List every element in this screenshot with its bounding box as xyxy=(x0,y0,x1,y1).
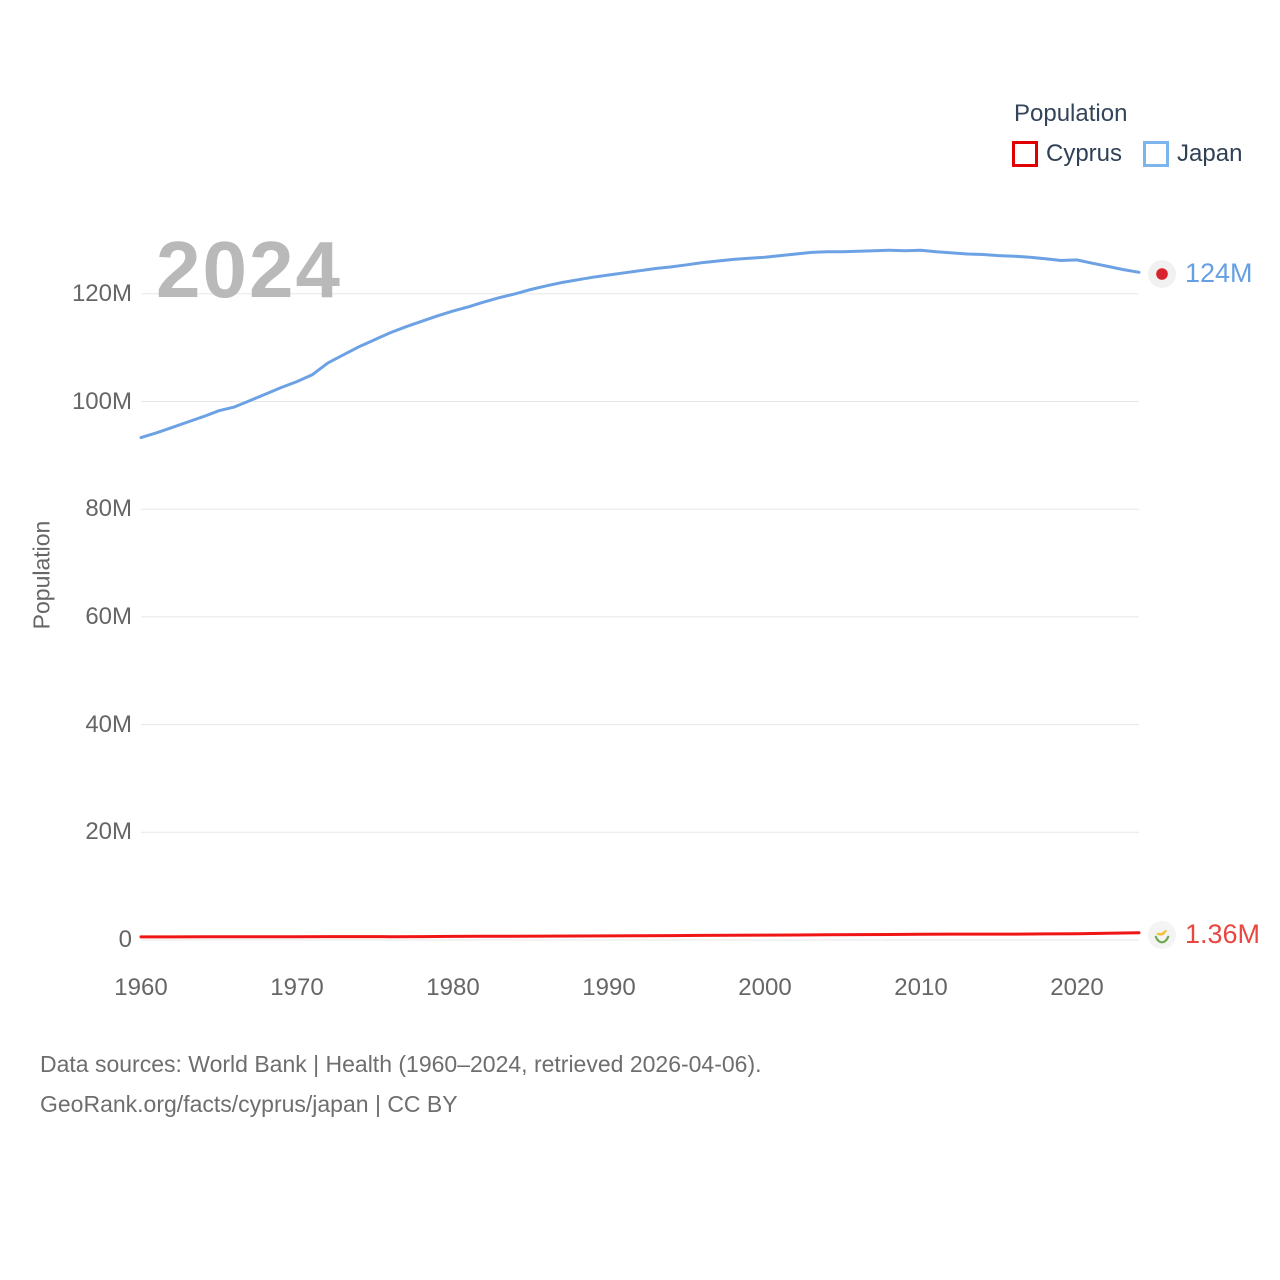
y-tick-0: 0 xyxy=(118,926,132,953)
x-tick-2020: 2020 xyxy=(1050,974,1104,1001)
x-tick-1980: 1980 xyxy=(426,974,480,1001)
x-tick-1960: 1960 xyxy=(114,974,168,1001)
footer-datasource: Data sources: World Bank | Health (1960–… xyxy=(40,1051,762,1077)
x-tick-1970: 1970 xyxy=(270,974,324,1001)
legend-item-japan[interactable]: Japan xyxy=(1143,140,1242,168)
y-tick-40M: 40M xyxy=(85,711,132,738)
y-tick-60M: 60M xyxy=(85,603,132,630)
footer: Data sources: World Bank | Health (1960–… xyxy=(40,1044,762,1124)
cyprus-legend-swatch xyxy=(1012,141,1038,167)
y-tick-20M: 20M xyxy=(85,818,132,845)
y-tick-100M: 100M xyxy=(71,388,132,415)
legend-item-cyprus[interactable]: Cyprus xyxy=(1012,140,1122,168)
legend-item-label: Japan xyxy=(1177,140,1243,167)
x-tick-2010: 2010 xyxy=(894,974,948,1001)
chart-legend: Population Cyprus Japan xyxy=(1012,100,1242,168)
japan-end-value: 124M xyxy=(1185,258,1253,288)
japan-series-line[interactable] xyxy=(139,248,1141,440)
x-tick-2000: 2000 xyxy=(738,974,792,1001)
cyprus-end-value: 1.36M xyxy=(1185,919,1261,949)
japan-end-label: 124M xyxy=(1148,258,1253,289)
footer-attribution: GeoRank.org/facts/cyprus/japan | CC BY xyxy=(40,1091,458,1117)
legend-items: Cyprus Japan xyxy=(1012,140,1242,168)
legend-item-label: Cyprus xyxy=(1046,140,1123,167)
japan-flag-icon xyxy=(1148,259,1176,288)
cyprus-flag-icon xyxy=(1148,920,1176,949)
cyprus-series-line[interactable] xyxy=(139,931,1141,939)
y-tick-120M: 120M xyxy=(71,280,132,307)
x-tick-1990: 1990 xyxy=(582,974,636,1001)
japan-legend-swatch xyxy=(1143,141,1170,167)
legend-title: Population xyxy=(1014,100,1128,127)
y-tick-80M: 80M xyxy=(85,495,132,522)
cyprus-end-label: 1.36M xyxy=(1148,919,1260,950)
watermark-year: 2024 xyxy=(156,225,342,314)
